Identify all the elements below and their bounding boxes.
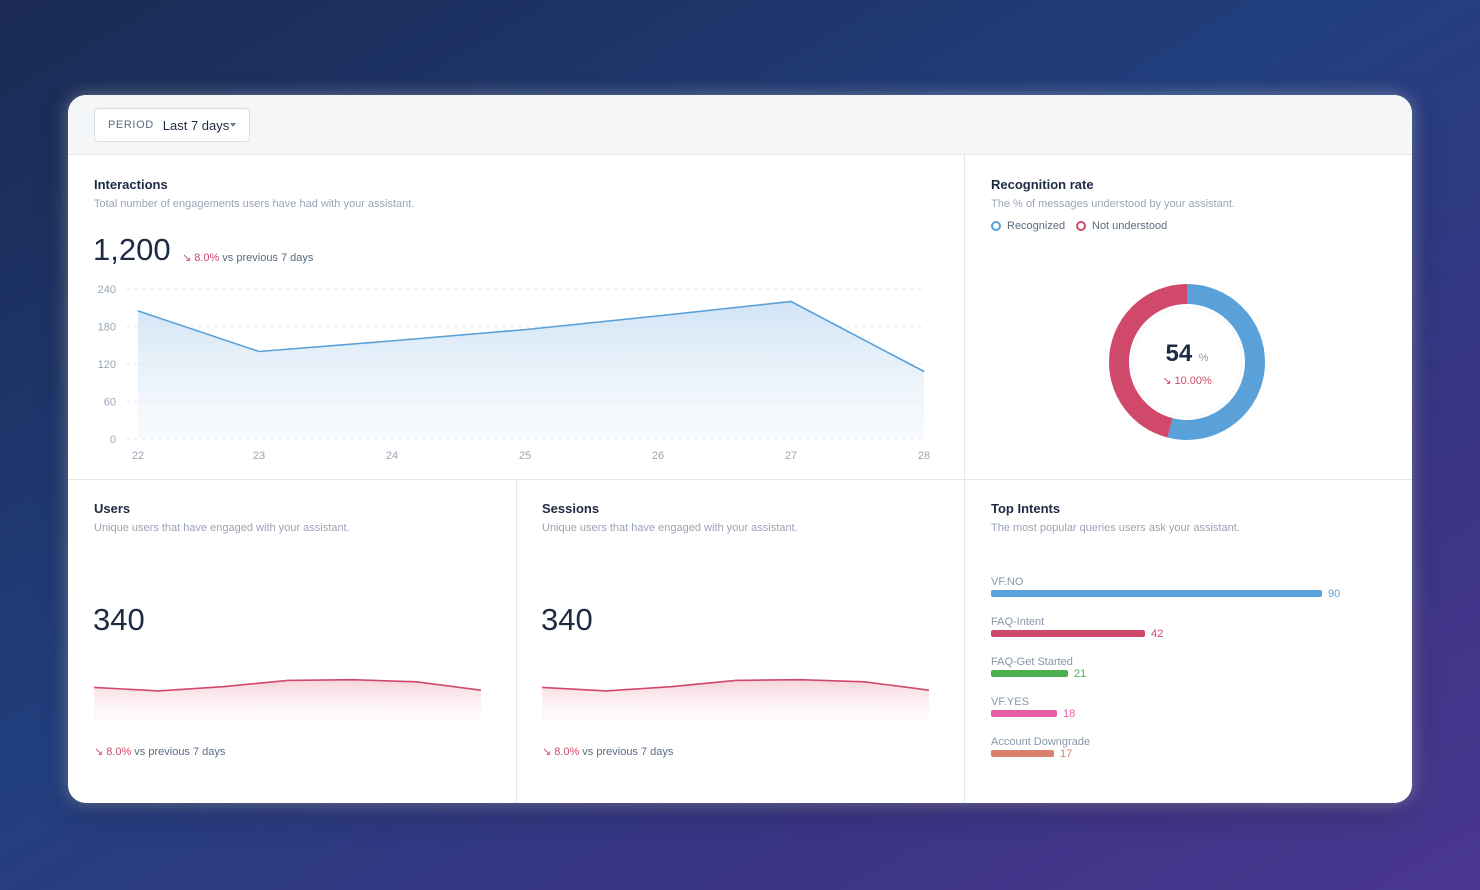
interactions-delta-pct: 8.0% [194,251,220,264]
sessions-subtitle: Unique users that have engaged with your… [542,522,798,534]
interactions-total: 1,200 [93,232,171,267]
data-point [790,301,792,302]
intent-bar [991,710,1057,717]
legend-recognized: Recognized [991,220,1065,232]
legend-recognized-label: Recognized [1007,220,1066,232]
period-label: PERIOD [108,119,154,131]
sessions-delta: ↘ 8.0% vs previous 7 days [542,745,674,759]
y-tick-label: 180 [98,322,116,334]
y-tick-label: 0 [110,434,116,446]
divider [516,479,517,803]
interactions-area [138,301,924,439]
sessions-sparkline [542,678,930,721]
donut-slice-not-understood [1109,284,1265,440]
divider [68,479,1412,480]
recognition-center: 54 % [1105,340,1269,368]
trend-down-icon: ↘ [94,746,104,758]
intent-bar [991,750,1054,757]
x-tick-label: 22 [132,450,144,462]
x-tick-label: 28 [918,450,930,462]
sessions-title: Sessions [542,501,600,516]
recognition-delta: ↘ 10.00% [1105,374,1269,387]
x-tick-label: 23 [253,450,265,462]
caret-down-icon [230,123,236,127]
x-tick-label: 24 [386,450,398,462]
filter-bar: PERIOD Last 7 days [68,95,1412,155]
intent-value: 17 [1060,748,1073,760]
legend-not-understood-label: Not understood [1092,220,1168,232]
period-dropdown[interactable]: PERIOD Last 7 days [94,108,250,142]
recognition-value: 54 [1165,340,1193,367]
intent-value: 18 [1063,708,1076,720]
period-value: Last 7 days [162,117,230,133]
trend-down-icon: ↘ [1162,375,1172,387]
data-point [524,329,526,331]
intent-label: Account Downgrade [991,736,1091,748]
top-intents-title: Top Intents [991,501,1061,516]
interactions-delta-text: vs previous 7 days [222,251,314,264]
intent-value: 42 [1151,628,1164,640]
users-delta-text: vs previous 7 days [134,745,226,758]
users-delta: ↘ 8.0% vs previous 7 days [94,745,226,759]
sessions-delta-text: vs previous 7 days [582,745,674,758]
trend-down-icon: ↘ [182,252,192,264]
sparkline-area [94,679,481,721]
y-tick-label: 120 [98,359,116,371]
legend-not-understood-icon [1076,221,1086,231]
recognition-donut [1109,284,1265,440]
users-value: 340 [93,602,145,637]
interactions-delta: ↘ 8.0% vs previous 7 days [182,251,314,265]
top-intents-subtitle: The most popular queries users ask your … [991,522,1240,534]
data-point [137,310,139,312]
data-point [923,371,925,372]
users-subtitle: Unique users that have engaged with your… [94,522,350,534]
y-tick-label: 60 [104,397,116,409]
users-delta-pct: 8.0% [106,745,132,758]
users-title: Users [94,501,131,516]
interactions-chart: 240 180 120 60 0 22 23 24 25 26 27 28 [98,284,930,462]
interactions-subtitle: Total number of engagements users have h… [94,198,415,210]
data-point [258,351,260,352]
intent-value: 21 [1074,668,1087,680]
data-point [657,315,659,317]
recognition-delta-value: 10.00% [1174,375,1212,387]
trend-down-icon: ↘ [542,746,552,758]
intent-bar [991,630,1145,637]
intent-label: VF.YES [991,696,1029,708]
intent-bar [991,590,1322,597]
intent-label: VF.NO [991,576,1024,588]
dashboard-card: PERIOD Last 7 days Interactions Total nu… [68,95,1412,803]
x-tick-label: 25 [519,450,531,462]
y-tick-label: 240 [98,284,116,296]
x-tick-label: 27 [785,450,797,462]
sparkline-line [94,678,482,692]
sessions-value: 340 [541,602,593,637]
sparkline-area [542,679,929,721]
interactions-title: Interactions [94,177,168,192]
intent-label: FAQ-Get Started [991,656,1073,668]
data-point [391,340,393,342]
sessions-delta-pct: 8.0% [554,745,580,758]
legend-not-understood: Not understood [1076,220,1167,232]
intent-bar [991,670,1068,677]
sparkline-line [542,678,930,692]
x-tick-label: 26 [652,450,664,462]
legend-recognized-icon [991,221,1001,231]
intent-label: FAQ-Intent [991,616,1045,628]
intent-value: 90 [1328,588,1341,600]
recognition-title: Recognition rate [991,177,1094,192]
users-sparkline [94,678,482,721]
recognition-unit: % [1198,352,1209,364]
recognition-subtitle: The % of messages understood by your ass… [991,198,1235,210]
donut-inner-ring [1131,306,1243,418]
